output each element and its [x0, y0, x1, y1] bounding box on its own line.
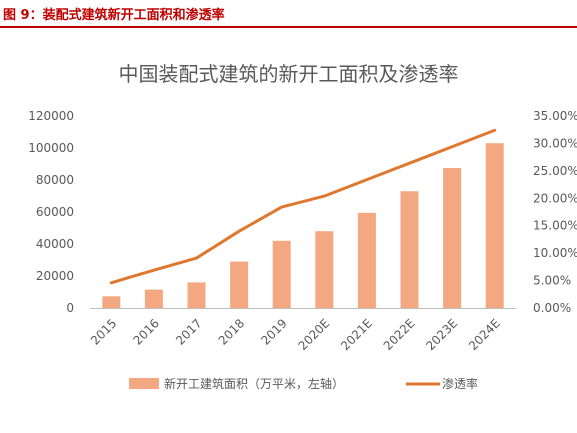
x-axis-tick-label: 2023E — [423, 316, 460, 353]
x-axis-tick-label: 2016 — [131, 316, 162, 347]
bar — [315, 231, 334, 308]
bar — [102, 296, 121, 308]
penetration-rate-line — [109, 128, 497, 285]
x-axis-tick-label: 2018 — [216, 316, 247, 347]
legend-label-area: 新开工建筑面积（万平米，左轴） — [164, 376, 344, 391]
x-axis-tick-label: 2021E — [338, 316, 375, 353]
right-axis-tick-label: 10.00% — [533, 246, 577, 260]
right-axis-tick-label: 15.00% — [533, 219, 577, 233]
figure-caption: 图 9：装配式建筑新开工面积和渗透率 — [3, 8, 225, 23]
bar — [187, 282, 206, 308]
x-axis-tick-label: 2020E — [296, 316, 333, 353]
right-axis-tick-label: 5.00% — [533, 274, 571, 288]
right-axis-tick-label: 30.00% — [533, 136, 577, 150]
right-axis-tick-label: 20.00% — [533, 191, 577, 205]
bar — [485, 143, 504, 308]
bar — [400, 191, 419, 308]
bar — [357, 212, 376, 308]
bar — [443, 168, 462, 308]
legend-bar-swatch — [129, 378, 159, 389]
legend-label-rate: 渗透率 — [442, 376, 478, 391]
x-axis-tick-label: 2015 — [88, 316, 119, 347]
left-axis-tick-label: 80000 — [36, 173, 74, 187]
left-axis-tick-label: 0 — [66, 301, 74, 315]
left-axis-tick-label: 60000 — [36, 205, 74, 219]
right-axis-tick-label: 0.00% — [533, 301, 571, 315]
bar — [272, 240, 291, 308]
bar — [230, 261, 249, 308]
chart-title: 中国装配式建筑的新开工面积及渗透率 — [118, 62, 459, 86]
x-axis-tick-label: 2017 — [173, 316, 204, 347]
x-axis-tick-label: 2022E — [381, 316, 418, 353]
caption-rule — [0, 26, 577, 28]
x-axis-tick-label: 2019 — [258, 316, 289, 347]
left-axis-tick-label: 20000 — [36, 269, 74, 283]
x-axis-tick-label: 2024E — [466, 316, 503, 353]
right-axis-tick-label: 35.00% — [533, 109, 577, 123]
left-axis-tick-label: 40000 — [36, 237, 74, 251]
bar — [144, 289, 163, 308]
right-axis-tick-label: 25.00% — [533, 164, 577, 178]
left-axis-tick-label: 120000 — [28, 109, 74, 123]
left-axis-tick-label: 100000 — [28, 141, 74, 155]
